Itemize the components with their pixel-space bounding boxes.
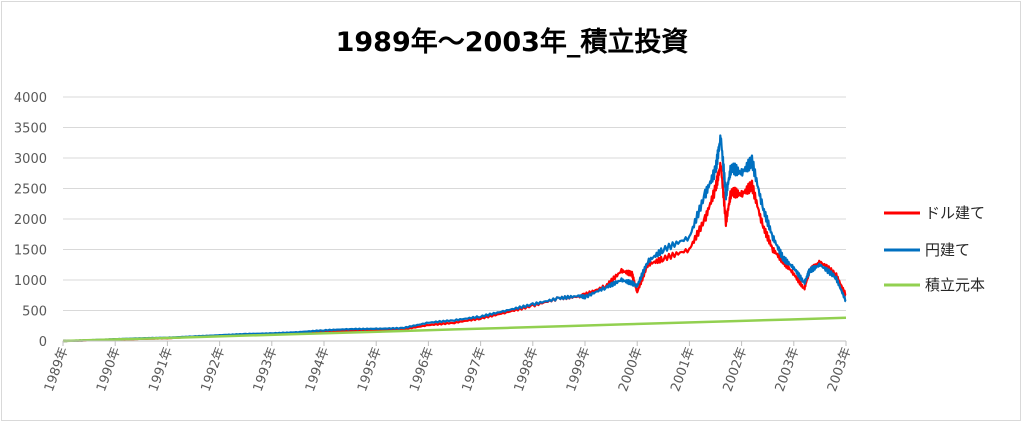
legend-label: 円建て [925, 241, 970, 259]
y-tick-label: 3000 [14, 152, 47, 167]
grid-lines [63, 96, 846, 342]
y-tick-label: 500 [22, 305, 47, 320]
y-tick-label: 2000 [14, 213, 47, 228]
x-tick-label: 1991年 [146, 345, 176, 393]
y-tick-label: 3500 [14, 122, 47, 137]
x-tick-label: 1998年 [512, 345, 542, 393]
x-tick-label: 1990年 [94, 345, 124, 393]
x-tick-label: 2000年 [616, 345, 646, 393]
series-line-2 [62, 316, 847, 343]
series-line-1 [62, 134, 847, 343]
x-tick-label: 2003年 [825, 345, 855, 393]
y-tick-label: 2500 [14, 183, 47, 198]
chart-title: 1989年～2003年_積立投資 [335, 27, 689, 58]
x-tick-label: 2001年 [668, 345, 698, 393]
y-tick-label: 1000 [14, 274, 47, 289]
legend-label: 積立元本 [925, 276, 985, 294]
x-tick-label: 1993年 [251, 345, 281, 393]
x-tick-label: 2003年 [773, 345, 803, 393]
x-tick-label: 1989年 [42, 345, 72, 393]
series-layer [62, 134, 847, 343]
x-tick-label: 1999年 [564, 345, 594, 393]
y-tick-label: 1500 [14, 244, 47, 259]
series-line-0 [62, 161, 847, 343]
x-tick-label: 1997年 [459, 345, 489, 393]
x-tick-label: 1994年 [303, 345, 333, 393]
x-tick-label: 2002年 [720, 345, 750, 393]
x-axis: 1989年 1990年 1991年 1992年 1993年 1994年 1995年 1996年… [42, 340, 855, 394]
y-tick-label: 0 [39, 335, 47, 350]
y-tick-label: 4000 [14, 91, 47, 106]
x-tick-label: 1992年 [198, 345, 228, 393]
x-tick-label: 1995年 [355, 345, 385, 393]
legend-label: ドル建て [925, 204, 985, 222]
x-tick-label: 1996年 [407, 345, 437, 393]
y-axis: 0 500 1000 1500 2000 2500 3000 3500 4000 [14, 91, 47, 350]
